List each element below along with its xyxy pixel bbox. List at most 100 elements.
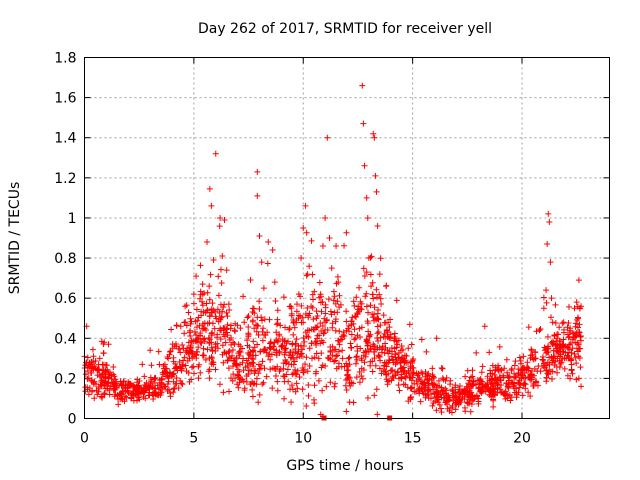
data-point — [392, 372, 399, 379]
data-point — [229, 363, 236, 370]
data-point — [245, 333, 252, 340]
data-point — [261, 365, 268, 372]
data-point — [529, 374, 536, 381]
data-point — [140, 389, 147, 396]
data-point — [251, 367, 258, 374]
data-point — [508, 394, 515, 401]
data-point — [540, 357, 547, 364]
data-point — [466, 392, 473, 399]
data-point — [346, 354, 353, 361]
data-point — [272, 372, 279, 379]
data-point — [332, 316, 339, 323]
data-point — [119, 388, 126, 395]
data-point — [475, 395, 482, 402]
data-point — [221, 325, 228, 332]
data-point — [518, 374, 525, 381]
data-point — [250, 338, 257, 345]
data-point — [543, 375, 550, 382]
data-point — [372, 172, 379, 179]
data-point — [409, 357, 416, 364]
data-point — [366, 333, 373, 340]
data-point — [215, 292, 222, 299]
data-point — [569, 330, 576, 337]
data-point — [386, 324, 393, 331]
data-point — [102, 385, 109, 392]
data-point — [152, 385, 159, 392]
data-point — [245, 323, 252, 330]
data-point — [407, 365, 414, 372]
data-point — [165, 355, 172, 362]
data-point — [223, 326, 230, 333]
data-point — [356, 368, 363, 375]
data-point — [323, 383, 330, 390]
data-point — [314, 323, 321, 330]
data-point — [319, 387, 326, 394]
data-point — [438, 365, 445, 372]
x-tick-label: 10 — [294, 431, 312, 447]
data-point — [256, 306, 263, 313]
data-point — [260, 379, 267, 386]
data-point — [210, 307, 217, 314]
data-point — [183, 322, 190, 329]
data-point — [225, 301, 232, 308]
data-point — [236, 379, 243, 386]
data-point — [231, 357, 238, 364]
data-point — [166, 372, 173, 379]
data-point — [247, 381, 254, 388]
data-point — [195, 375, 202, 382]
data-point — [370, 130, 377, 137]
data-point — [224, 313, 231, 320]
data-point — [456, 397, 463, 404]
data-point — [574, 314, 581, 321]
data-point — [325, 354, 332, 361]
data-point — [547, 259, 554, 266]
data-point — [362, 353, 369, 360]
data-point — [452, 384, 459, 391]
data-point — [317, 340, 324, 347]
y-tick-label: 1.6 — [54, 91, 76, 107]
data-point — [276, 331, 283, 338]
data-point — [396, 349, 403, 356]
data-point — [291, 358, 298, 365]
data-point — [310, 316, 317, 323]
data-point — [197, 288, 204, 295]
data-point — [240, 378, 247, 385]
data-point — [250, 356, 257, 363]
data-point — [267, 356, 274, 363]
data-point — [95, 385, 102, 392]
data-point — [410, 355, 417, 362]
data-point — [181, 330, 188, 337]
data-point — [369, 358, 376, 365]
data-point — [494, 384, 501, 391]
data-point — [353, 314, 360, 320]
data-point — [532, 355, 539, 362]
data-point — [331, 383, 338, 390]
data-point — [96, 355, 103, 362]
data-point — [383, 282, 390, 289]
data-point — [181, 354, 188, 361]
data-point — [334, 273, 341, 280]
data-point — [351, 326, 358, 333]
data-point — [565, 334, 572, 341]
data-point — [542, 362, 549, 369]
data-point — [314, 335, 321, 342]
data-point — [343, 229, 350, 236]
data-point — [335, 360, 342, 367]
data-point — [363, 290, 370, 297]
data-point — [333, 243, 340, 250]
data-point — [376, 365, 383, 372]
data-point — [259, 328, 266, 335]
data-point — [259, 381, 266, 388]
data-point — [554, 331, 560, 338]
y-tick-label: 0.2 — [54, 371, 76, 387]
data-point — [354, 332, 361, 339]
data-point — [319, 323, 326, 330]
data-point — [490, 403, 497, 410]
data-point — [206, 283, 213, 290]
data-point — [549, 368, 556, 375]
data-point — [167, 393, 174, 400]
data-point — [82, 388, 89, 395]
data-point — [186, 355, 193, 362]
data-point — [567, 375, 574, 382]
data-point — [293, 380, 300, 387]
